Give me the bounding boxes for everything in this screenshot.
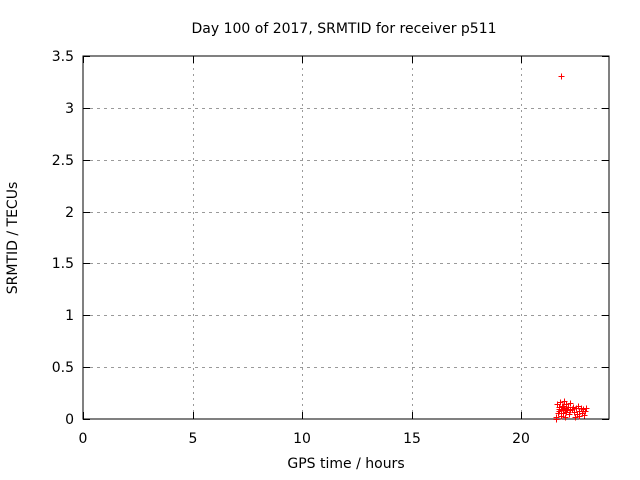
data-point-marker xyxy=(562,414,569,421)
x-tick-label: 10 xyxy=(293,431,311,447)
x-axis-label: GPS time / hours xyxy=(287,456,404,472)
data-point-marker xyxy=(566,411,573,418)
x-tick-label: 15 xyxy=(403,431,421,447)
y-tick-label: 2.5 xyxy=(52,153,74,169)
x-tick-label: 0 xyxy=(79,431,88,447)
data-point-marker xyxy=(583,405,590,412)
x-tick-labels: 0 5 10 15 20 xyxy=(79,431,530,447)
y-tick-label: 0 xyxy=(65,412,74,428)
y-tick-label: 2 xyxy=(65,205,74,221)
data-point-marker xyxy=(582,408,589,415)
y-tick-label: 3 xyxy=(65,101,74,117)
data-point-marker xyxy=(557,399,564,406)
plot-border xyxy=(82,55,610,420)
data-point-marker xyxy=(553,416,560,423)
data-point-marker xyxy=(567,400,574,407)
y-tick-label: 3.5 xyxy=(52,49,74,65)
data-point-marker xyxy=(558,73,565,80)
y-tick-label: 1.5 xyxy=(52,256,74,272)
y-tick-label: 0.5 xyxy=(52,360,74,376)
y-tick-labels: 0 0.5 1 1.5 2 2.5 3 3.5 xyxy=(52,49,74,428)
chart-title: Day 100 of 2017, SRMTID for receiver p51… xyxy=(191,21,496,37)
data-point-marker xyxy=(581,412,588,419)
y-axis-label: SRMTID / TECUs xyxy=(5,182,21,295)
data-points xyxy=(553,73,590,423)
axis-ticks xyxy=(83,56,609,420)
x-tick-label: 5 xyxy=(189,431,198,447)
grid-lines xyxy=(83,56,609,419)
y-tick-label: 1 xyxy=(65,308,74,324)
x-tick-label: 20 xyxy=(512,431,530,447)
data-point-marker xyxy=(576,413,583,420)
data-point-marker xyxy=(570,404,577,411)
